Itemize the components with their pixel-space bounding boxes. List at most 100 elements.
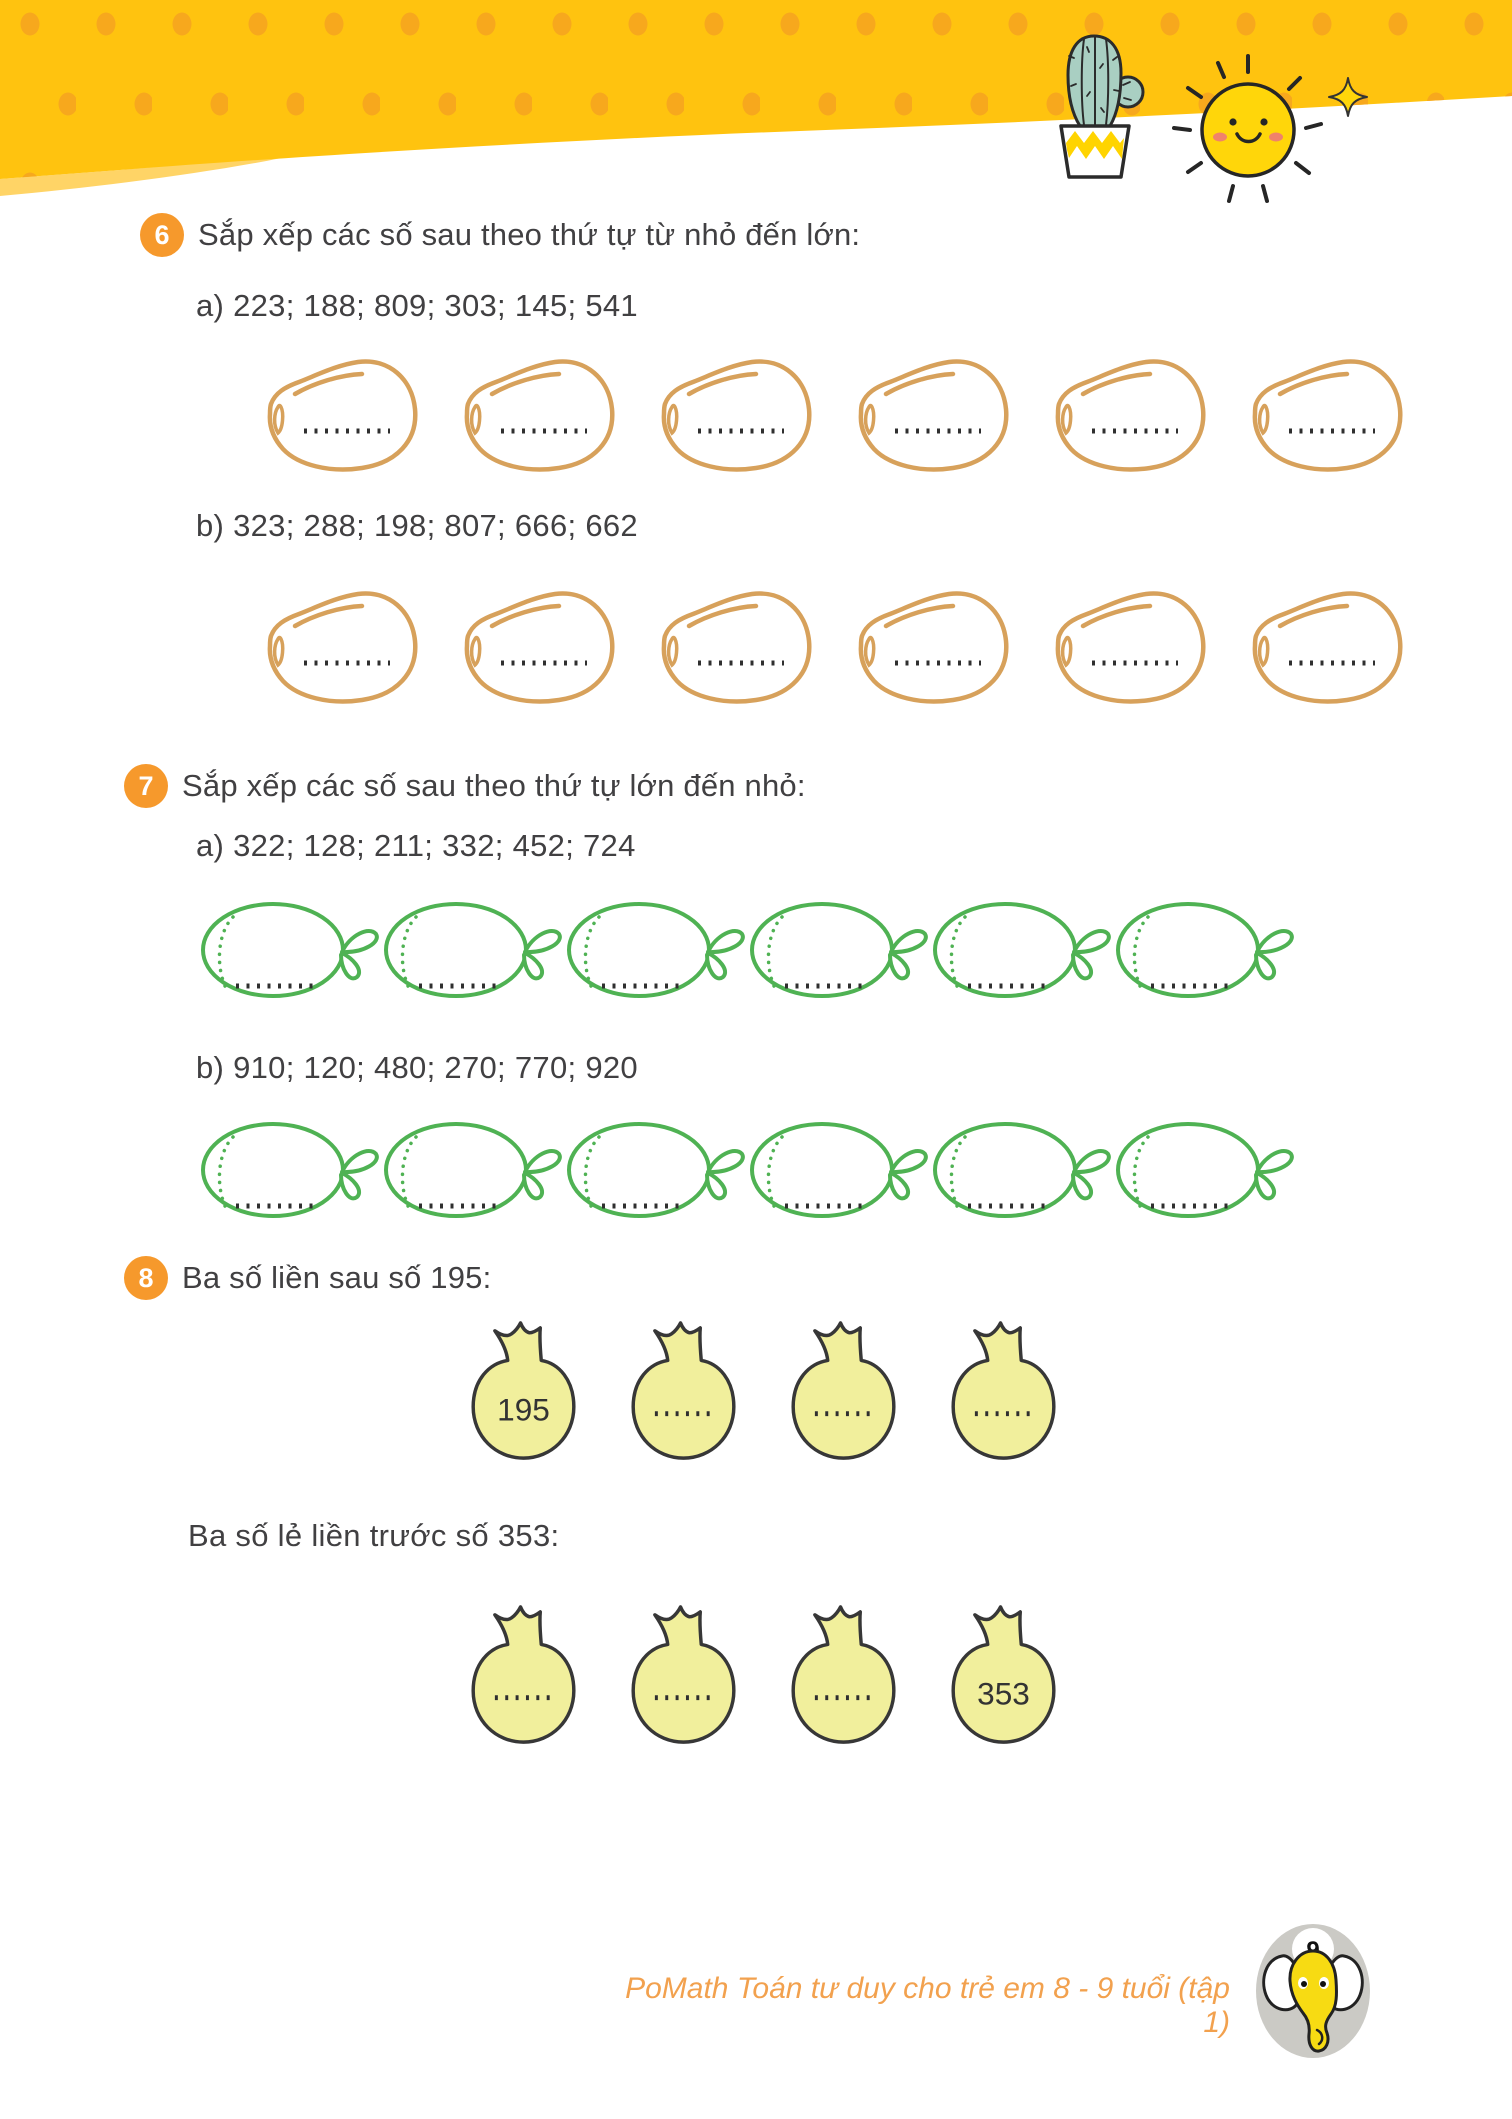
papaya-answer-slot[interactable] bbox=[841, 582, 1013, 710]
lemon-dotted-arc bbox=[1132, 1135, 1150, 1208]
papaya-outline bbox=[661, 591, 812, 704]
papaya-outline bbox=[267, 591, 418, 704]
pomegranate-answer-slot[interactable] bbox=[622, 1602, 746, 1750]
pomegranate-answer-slot[interactable]: 353 bbox=[942, 1602, 1066, 1750]
papaya-stem-scar bbox=[1060, 635, 1073, 668]
exercise-6-part-a-label: a) 223; 188; 809; 303; 145; 541 bbox=[196, 288, 638, 323]
lemon-leaf-top bbox=[706, 929, 745, 955]
lemon-dotted-arc bbox=[583, 1135, 601, 1208]
lemon-answer-slot[interactable] bbox=[749, 1120, 929, 1220]
lemon-dotted-arc bbox=[1132, 915, 1150, 988]
lemon-leaf-bottom bbox=[1071, 951, 1094, 981]
papaya-stem-scar bbox=[666, 635, 679, 668]
lemon-answer-slot[interactable] bbox=[200, 1120, 380, 1220]
papaya-inner-line bbox=[883, 371, 956, 397]
lemon-outline bbox=[567, 1122, 711, 1218]
lemon-outline bbox=[201, 902, 345, 998]
papaya-answer-slot[interactable] bbox=[1038, 582, 1210, 710]
lemon-dotted-arc bbox=[766, 915, 784, 988]
lemon-leaf-bottom bbox=[1071, 1171, 1094, 1201]
papaya-outline bbox=[1252, 591, 1403, 704]
sun-icon bbox=[1172, 54, 1323, 203]
lemon-answer-slot[interactable] bbox=[932, 1120, 1112, 1220]
papaya-outline bbox=[464, 359, 615, 472]
exercise-7-badge: 7 bbox=[124, 764, 168, 808]
papaya-outline bbox=[464, 591, 615, 704]
lemon-outline bbox=[384, 1122, 528, 1218]
papaya-outline bbox=[267, 359, 418, 472]
papaya-answer-slot[interactable] bbox=[1235, 582, 1407, 710]
pomegranate-answer-slot[interactable] bbox=[462, 1602, 586, 1750]
lemon-answer-slot[interactable] bbox=[200, 900, 380, 1000]
pomegranate-answer-slot[interactable] bbox=[622, 1318, 746, 1466]
exercise-6-part-a-answer-row bbox=[250, 350, 1407, 478]
papaya-answer-slot[interactable] bbox=[644, 350, 816, 478]
exercise-7-part-b-answer-row bbox=[200, 1120, 1295, 1220]
exercise-7-part-a-label: a) 322; 128; 211; 332; 452; 724 bbox=[196, 828, 636, 863]
lemon-dotted-arc bbox=[766, 1135, 784, 1208]
papaya-stem-scar bbox=[863, 635, 876, 668]
lemon-answer-slot[interactable] bbox=[1115, 900, 1295, 1000]
pomegranate-answer-slot[interactable]: 195 bbox=[462, 1318, 586, 1466]
papaya-outline bbox=[661, 359, 812, 472]
papaya-stem-scar bbox=[1257, 403, 1270, 436]
papaya-stem-scar bbox=[863, 403, 876, 436]
exercise-6-header: 6 Sắp xếp các số sau theo thứ tự từ nhỏ … bbox=[140, 213, 860, 257]
pomegranate-outline bbox=[471, 1321, 576, 1460]
exercise-7-header: 7 Sắp xếp các số sau theo thứ tự lớn đến… bbox=[124, 764, 806, 808]
lemon-answer-slot[interactable] bbox=[1115, 1120, 1295, 1220]
cactus-icon bbox=[1059, 34, 1145, 179]
papaya-answer-slot[interactable] bbox=[644, 582, 816, 710]
pomegranate-answer-slot[interactable] bbox=[942, 1318, 1066, 1466]
exercise-6-part-b-answer-row bbox=[250, 582, 1407, 710]
footer-book-title: PoMath Toán tư duy cho trẻ em 8 - 9 tuổi… bbox=[625, 1972, 1230, 2039]
lemon-answer-slot[interactable] bbox=[749, 900, 929, 1000]
pomegranate-value: 353 bbox=[977, 1676, 1030, 1712]
papaya-answer-slot[interactable] bbox=[447, 350, 619, 478]
lemon-dotted-arc bbox=[949, 1135, 967, 1208]
papaya-inner-line bbox=[489, 371, 562, 397]
papaya-answer-slot[interactable] bbox=[841, 350, 1013, 478]
exercise-6-part-b-label: b) 323; 288; 198; 807; 666; 662 bbox=[196, 508, 638, 543]
papaya-inner-line bbox=[1277, 603, 1350, 629]
lemon-dotted-arc bbox=[400, 1135, 418, 1208]
pomegranate-answer-slot[interactable] bbox=[782, 1602, 906, 1750]
lemon-outline bbox=[750, 1122, 894, 1218]
lemon-answer-slot[interactable] bbox=[566, 1120, 746, 1220]
lemon-leaf-bottom bbox=[339, 1171, 362, 1201]
pomegranate-outline bbox=[631, 1605, 736, 1744]
pomegranate-outline bbox=[471, 1605, 576, 1744]
papaya-answer-slot[interactable] bbox=[1235, 350, 1407, 478]
lemon-leaf-top bbox=[1255, 929, 1294, 955]
pomegranate-answer-slot[interactable] bbox=[782, 1318, 906, 1466]
papaya-outline bbox=[858, 359, 1009, 472]
papaya-stem-scar bbox=[666, 403, 679, 436]
lemon-answer-slot[interactable] bbox=[566, 900, 746, 1000]
papaya-inner-line bbox=[686, 371, 759, 397]
papaya-answer-slot[interactable] bbox=[250, 350, 422, 478]
lemon-leaf-bottom bbox=[522, 1171, 545, 1201]
papaya-inner-line bbox=[686, 603, 759, 629]
papaya-answer-slot[interactable] bbox=[250, 582, 422, 710]
lemon-leaf-bottom bbox=[1254, 951, 1277, 981]
lemon-dotted-arc bbox=[949, 915, 967, 988]
lemon-leaf-top bbox=[706, 1149, 745, 1175]
papaya-stem-scar bbox=[1060, 403, 1073, 436]
exercise-7-part-b-label: b) 910; 120; 480; 270; 770; 920 bbox=[196, 1050, 638, 1085]
lemon-outline bbox=[1116, 1122, 1260, 1218]
lemon-leaf-bottom bbox=[705, 951, 728, 981]
exercise-8-title: Ba số liền sau số 195: bbox=[182, 1260, 492, 1295]
lemon-answer-slot[interactable] bbox=[932, 900, 1112, 1000]
papaya-answer-slot[interactable] bbox=[447, 582, 619, 710]
exercise-6-badge: 6 bbox=[140, 213, 184, 257]
lemon-answer-slot[interactable] bbox=[383, 1120, 563, 1220]
papaya-inner-line bbox=[1080, 603, 1153, 629]
papaya-inner-line bbox=[489, 603, 562, 629]
papaya-stem-scar bbox=[1257, 635, 1270, 668]
exercise-8-badge: 8 bbox=[124, 1256, 168, 1300]
papaya-answer-slot[interactable] bbox=[1038, 350, 1210, 478]
lemon-answer-slot[interactable] bbox=[383, 900, 563, 1000]
exercise-7-part-a-answer-row bbox=[200, 900, 1295, 1000]
lemon-leaf-top bbox=[1072, 929, 1111, 955]
